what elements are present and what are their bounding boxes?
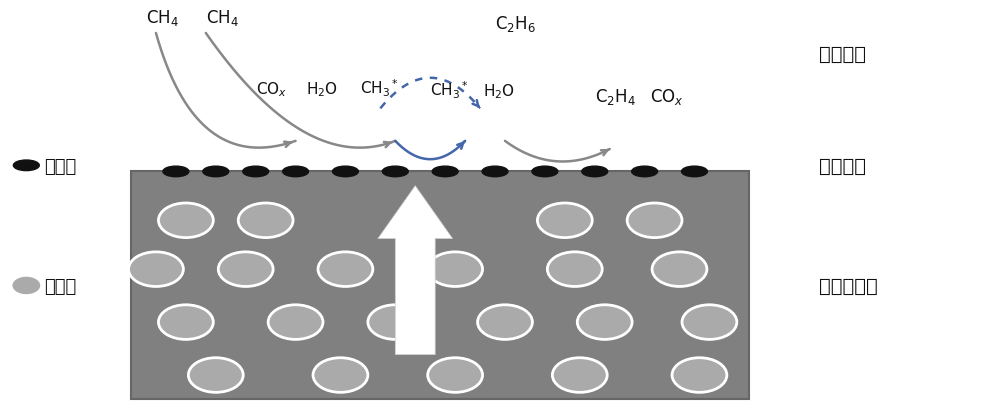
- Circle shape: [432, 167, 458, 177]
- Text: CO$_x$: CO$_x$: [256, 80, 287, 99]
- Ellipse shape: [129, 252, 183, 287]
- Ellipse shape: [218, 252, 273, 287]
- Ellipse shape: [627, 204, 682, 238]
- Circle shape: [532, 167, 558, 177]
- Ellipse shape: [318, 252, 373, 287]
- Text: 反应路径: 反应路径: [819, 45, 866, 64]
- Text: C$_2$H$_6$: C$_2$H$_6$: [495, 14, 536, 34]
- Circle shape: [13, 161, 39, 171]
- Text: 反应界面: 反应界面: [819, 156, 866, 175]
- Text: CH$_4$: CH$_4$: [206, 8, 239, 28]
- Ellipse shape: [682, 305, 737, 339]
- Bar: [131, 172, 749, 400]
- Ellipse shape: [537, 204, 592, 238]
- Polygon shape: [378, 186, 453, 355]
- Text: 晶格氧: 晶格氧: [44, 278, 77, 296]
- Text: CH$_4$: CH$_4$: [146, 8, 179, 28]
- Ellipse shape: [268, 305, 323, 339]
- Text: CH$_3$$^*$: CH$_3$$^*$: [430, 80, 469, 101]
- Ellipse shape: [428, 358, 483, 392]
- Text: CO$_x$: CO$_x$: [650, 87, 683, 107]
- Ellipse shape: [428, 252, 483, 287]
- Ellipse shape: [478, 305, 532, 339]
- Circle shape: [163, 167, 189, 177]
- Ellipse shape: [672, 358, 727, 392]
- Ellipse shape: [552, 358, 607, 392]
- Circle shape: [203, 167, 229, 177]
- Ellipse shape: [652, 252, 707, 287]
- Ellipse shape: [577, 305, 632, 339]
- Circle shape: [283, 167, 309, 177]
- Text: C$_2$H$_4$: C$_2$H$_4$: [595, 87, 636, 107]
- Circle shape: [681, 167, 707, 177]
- Ellipse shape: [158, 305, 213, 339]
- Ellipse shape: [313, 358, 368, 392]
- Text: H$_2$O: H$_2$O: [306, 80, 338, 99]
- Text: H$_2$O: H$_2$O: [483, 82, 515, 101]
- Circle shape: [382, 167, 408, 177]
- Ellipse shape: [368, 305, 423, 339]
- Ellipse shape: [11, 276, 41, 295]
- Circle shape: [632, 167, 658, 177]
- Circle shape: [482, 167, 508, 177]
- Circle shape: [332, 167, 358, 177]
- Text: CH$_3$$^*$: CH$_3$$^*$: [360, 78, 399, 99]
- Circle shape: [243, 167, 269, 177]
- Ellipse shape: [158, 204, 213, 238]
- Ellipse shape: [188, 358, 243, 392]
- Circle shape: [582, 167, 608, 177]
- Text: 体相氧传递: 体相氧传递: [819, 276, 878, 295]
- Text: 催化剂: 催化剂: [44, 158, 77, 176]
- Ellipse shape: [547, 252, 602, 287]
- Ellipse shape: [238, 204, 293, 238]
